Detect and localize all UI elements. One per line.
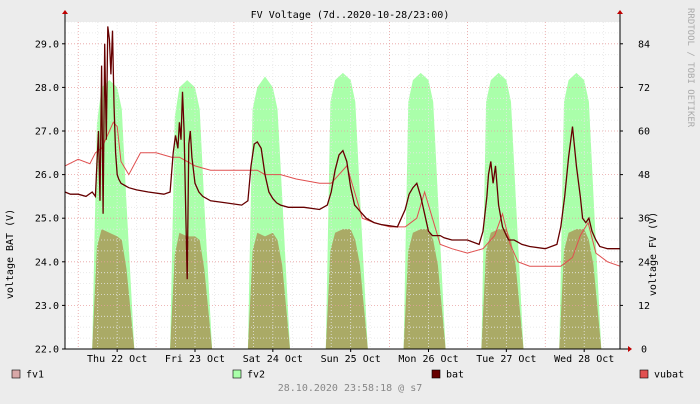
- y-tick-label-left: 29.0: [35, 39, 59, 50]
- legend-item-bat: bat: [431, 369, 464, 381]
- x-tick-label: Sat 24 Oct: [243, 354, 303, 365]
- x-tick-label: Mon 26 Oct: [398, 354, 458, 365]
- x-tick-label: Sun 25 Oct: [321, 354, 381, 365]
- fv2-area: [92, 72, 602, 350]
- legend-swatch-fv2: [232, 369, 242, 379]
- y-axis-label-left: voltage BAT (V): [5, 209, 16, 299]
- x-tick-label: Tue 27 Oct: [476, 354, 536, 365]
- y-tick-label-right: 24: [638, 257, 650, 268]
- line-layer: [64, 26, 621, 280]
- bat-line: [64, 26, 620, 280]
- x-tick-label: Wed 28 Oct: [554, 354, 614, 365]
- legend-label-fv2: fv2: [247, 370, 265, 381]
- grid-layer: [65, 21, 620, 350]
- legend-item-fv2: fv2: [232, 369, 265, 381]
- legend-label-fv1: fv1: [26, 370, 44, 381]
- legend-label-bat: bat: [446, 370, 464, 381]
- y-tick-label-right: 84: [638, 39, 650, 50]
- y-tick-label-left: 23.0: [35, 301, 59, 312]
- y-axis-arrow-right: [617, 10, 623, 14]
- timestamp-footer: 28.10.2020 23:58:18 @ s7: [278, 383, 423, 394]
- y-axis-label-right: voltage FV (V): [648, 212, 659, 296]
- legend-label-vubat: vubat: [654, 370, 684, 381]
- y-axis-arrow-left: [62, 10, 68, 14]
- y-tick-label-right: 48: [638, 170, 650, 181]
- fv1-area: [92, 229, 602, 349]
- x-tick-label: Thu 22 Oct: [87, 354, 147, 365]
- y-tick-label-right: 60: [638, 127, 650, 138]
- legend-swatch-vubat: [639, 369, 649, 379]
- y-tick-label-left: 28.0: [35, 83, 59, 94]
- legend-item-vubat: vubat: [639, 369, 684, 381]
- vubat-line: [64, 121, 621, 267]
- chart-title: FV Voltage (7d..2020-10-28/23:00): [251, 10, 450, 21]
- legend: fv1 fv2 bat vubat: [11, 369, 684, 381]
- rrdtool-credit: RRDTOOL / TOBI OETIKER: [685, 8, 695, 128]
- y-tick-label-right: 0: [641, 345, 647, 356]
- y-tick-label-left: 22.0: [35, 345, 59, 356]
- y-tick-label-right: 12: [638, 301, 650, 312]
- y-tick-label-left: 25.0: [35, 214, 59, 225]
- x-tick-label: Fri 23 Oct: [165, 354, 225, 365]
- x-axis-arrow: [628, 346, 632, 352]
- y-tick-label-left: 24.0: [35, 257, 59, 268]
- fv1-layer: [92, 229, 602, 349]
- fv2-layer: [92, 72, 602, 350]
- axis-layer: 22.0 23.0 24.0 25.0 26.0 27.0 28.0 29.0 0 12 24 36 4…: [35, 10, 650, 365]
- y-tick-label-right: 36: [638, 214, 650, 225]
- y-tick-label-right: 72: [638, 83, 650, 94]
- y-tick-label-left: 27.0: [35, 127, 59, 138]
- legend-swatch-fv1: [11, 369, 21, 379]
- y-tick-label-left: 26.0: [35, 170, 59, 181]
- legend-item-fv1: fv1: [11, 369, 44, 381]
- legend-swatch-bat: [431, 369, 441, 379]
